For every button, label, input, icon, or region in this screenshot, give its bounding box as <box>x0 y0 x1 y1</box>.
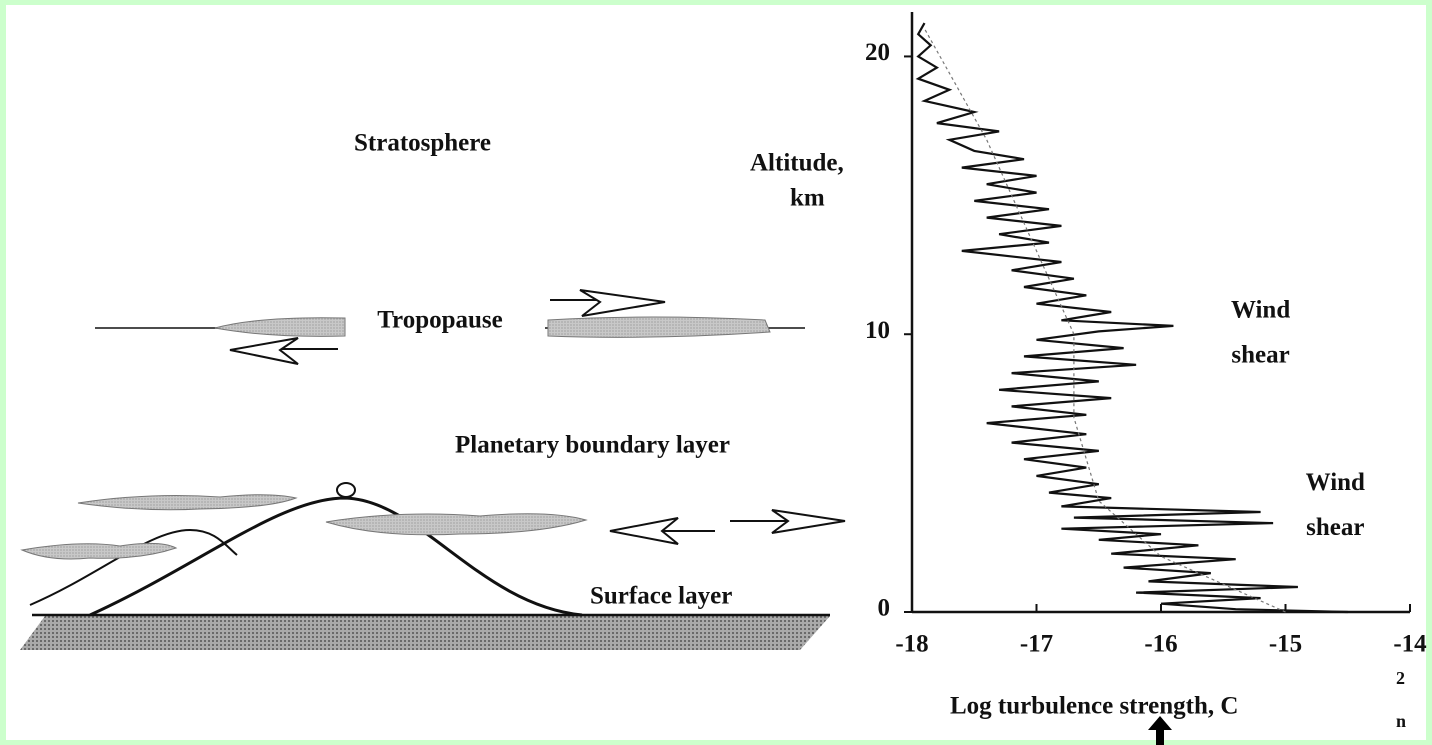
annotation: Wind <box>1231 297 1290 324</box>
cloud <box>20 542 178 560</box>
cursor-arrow <box>1148 716 1172 745</box>
label: Stratosphere <box>354 130 491 157</box>
y-axis-label: km <box>790 185 825 212</box>
observatory <box>336 482 356 498</box>
y-tick-label: 20 <box>865 39 890 66</box>
x-tick-label: -15 <box>1269 631 1302 658</box>
y-axis-label: Altitude, <box>750 150 844 177</box>
x-axis-label-superscript: 2 <box>1396 668 1405 688</box>
label: Tropopause <box>377 307 503 334</box>
schematic: Stratosphere Tropopause Planetary bounda… <box>20 130 846 650</box>
x-tick-label: -17 <box>1020 631 1053 658</box>
cloud <box>214 317 346 337</box>
annotation: shear <box>1306 514 1364 541</box>
cloud <box>77 494 298 511</box>
profile-chart: Altitude, km Log turbulence strength, C … <box>750 12 1427 731</box>
x-tick-label: -14 <box>1393 631 1427 658</box>
x-tick-label: -18 <box>895 631 928 658</box>
arrows <box>229 289 846 545</box>
ground <box>20 616 830 650</box>
y-tick-label: 10 <box>865 317 890 344</box>
hill <box>89 496 583 617</box>
label: Surface layer <box>590 583 732 610</box>
cloud <box>547 316 771 338</box>
label: Planetary boundary layer <box>455 432 730 459</box>
annotation: Wind <box>1306 469 1365 496</box>
annotation: shear <box>1231 342 1289 369</box>
y-tick-label: 0 <box>878 595 891 622</box>
small-hill <box>29 528 238 606</box>
x-axis-label-subscript: n <box>1396 711 1406 731</box>
profile-line <box>923 28 1286 613</box>
x-axis-label: Log turbulence strength, C <box>950 693 1238 720</box>
x-tick-label: -16 <box>1144 631 1177 658</box>
cloud <box>325 513 588 536</box>
